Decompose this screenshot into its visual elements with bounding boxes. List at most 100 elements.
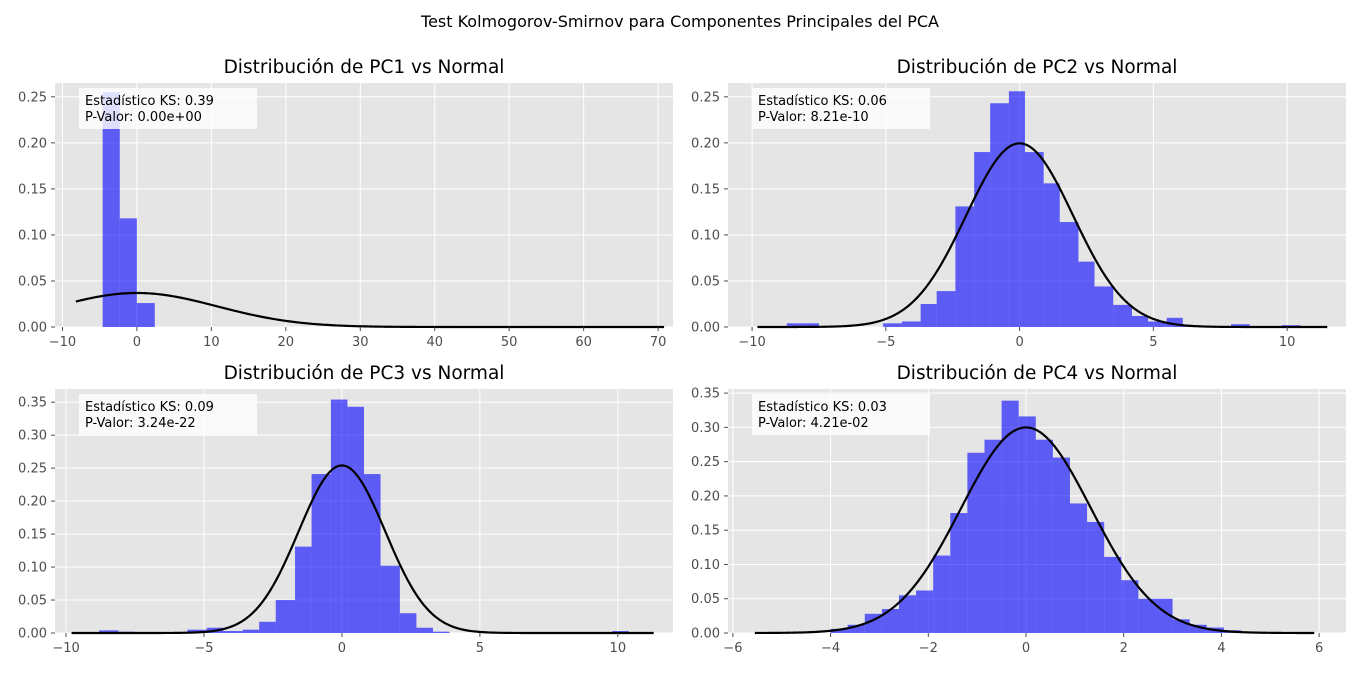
y-tick-label: 0.05 — [18, 274, 47, 289]
subplot-pc2: −10 −5 0 5 10 0.00 0.05 0.10 0.15 0.20 0.25 Distrib… — [691, 57, 1346, 350]
x-tick-label: −6 — [723, 641, 742, 656]
y-tick-label: 0.35 — [691, 387, 720, 402]
x-tick-label: 20 — [278, 335, 295, 350]
y-tick-label: 0.30 — [18, 429, 47, 444]
histogram-bar — [1059, 222, 1079, 327]
normal-curve — [71, 464, 654, 635]
y-tick-label: 0.20 — [18, 495, 47, 510]
histogram-bar — [380, 565, 400, 633]
histogram-bar — [990, 103, 1009, 327]
x-tick-label: 6 — [1315, 641, 1323, 656]
histogram-bar — [847, 624, 865, 633]
histogram-bar — [1008, 91, 1025, 327]
x-tick-label: 10 — [203, 335, 220, 350]
histogram-bar — [1001, 400, 1019, 633]
subplot-title: Distribución de PC1 vs Normal — [224, 57, 505, 78]
subplot-title: Distribución de PC3 vs Normal — [224, 363, 505, 384]
x-tick-label: 10 — [1279, 335, 1296, 350]
ks-statistic-label: Estadístico KS: 0.03 — [758, 400, 887, 415]
histogram-bar — [883, 323, 902, 327]
ks-statistic-label: Estadístico KS: 0.39 — [85, 94, 214, 109]
p-value-label: P-Valor: 8.21e-10 — [758, 110, 869, 125]
histogram-bar — [432, 631, 450, 633]
ks-statistic-label: Estadístico KS: 0.09 — [85, 400, 214, 415]
x-tick-label: −4 — [821, 641, 840, 656]
histogram-bar — [242, 629, 260, 633]
normal-curve — [757, 142, 1328, 329]
histogram-bar — [920, 303, 937, 327]
histogram-bar — [1189, 624, 1207, 633]
y-tick-label: 0.00 — [691, 627, 720, 642]
histogram-bar — [102, 92, 120, 327]
y-tick-label: 0.10 — [18, 561, 47, 576]
ks-annotation-box — [752, 394, 930, 435]
y-tick-label: 0.00 — [18, 321, 47, 336]
histogram-bar — [347, 406, 364, 633]
histogram-bar — [830, 628, 848, 633]
y-tick-label: 0.15 — [691, 182, 720, 197]
subplot-pc1: −10 0 10 20 30 40 50 60 70 0.00 0.05 0.10 0.15 0.20 0.… — [18, 57, 673, 350]
ks-annotation-box — [752, 88, 930, 129]
histogram-bar — [1113, 304, 1132, 327]
histogram-bar — [1043, 183, 1060, 327]
x-tick-label: −5 — [876, 335, 895, 350]
histogram-bar — [881, 609, 899, 633]
p-value-label: P-Valor: 0.00e+00 — [85, 110, 202, 125]
histogram-bar — [1104, 556, 1122, 633]
ks-annotation-box — [79, 394, 257, 435]
x-tick-label: −10 — [49, 335, 76, 350]
histogram-bar — [330, 399, 348, 633]
y-tick-label: 0.10 — [18, 228, 47, 243]
histogram-bar — [901, 321, 921, 327]
x-tick-label: 70 — [650, 335, 667, 350]
histogram-bar — [1138, 598, 1156, 633]
p-value-label: P-Valor: 3.24e-22 — [85, 416, 196, 431]
histogram-bar — [136, 303, 155, 327]
histogram-bar — [1094, 286, 1114, 327]
histogram-bar — [933, 555, 951, 633]
y-tick-label: 0.10 — [691, 228, 720, 243]
y-tick-label: 0.25 — [18, 462, 47, 477]
x-tick-label: 60 — [575, 335, 592, 350]
subplot-title: Distribución de PC2 vs Normal — [897, 57, 1178, 78]
x-tick-label: −2 — [919, 641, 938, 656]
x-tick-label: 5 — [1149, 335, 1157, 350]
histogram-bar — [399, 613, 417, 633]
subplot-title: Distribución de PC4 vs Normal — [897, 363, 1178, 384]
histogram-bar — [786, 323, 819, 327]
y-tick-label: 0.10 — [691, 558, 720, 573]
histogram-bar — [950, 513, 968, 633]
y-tick-label: 0.00 — [691, 321, 720, 336]
ks-statistic-label: Estadístico KS: 0.06 — [758, 94, 887, 109]
x-tick-label: 40 — [426, 335, 443, 350]
y-tick-label: 0.15 — [18, 528, 47, 543]
histogram-bar — [967, 452, 985, 633]
histogram-bar — [416, 627, 433, 633]
x-tick-label: 0 — [133, 335, 141, 350]
histogram-bar — [1087, 521, 1105, 633]
histogram-bar — [936, 291, 956, 327]
y-tick-label: 0.15 — [691, 524, 720, 539]
x-tick-label: 50 — [501, 335, 518, 350]
subplot-pc3: −10 −5 0 5 10 0.00 0.05 0.10 0.15 0.20 0.25 0.30 0.3… — [18, 363, 673, 656]
x-tick-label: −10 — [738, 335, 765, 350]
y-tick-label: 0.20 — [691, 489, 720, 504]
histogram-bar — [275, 600, 296, 633]
y-tick-label: 0.20 — [691, 136, 720, 151]
y-tick-label: 0.20 — [18, 136, 47, 151]
x-tick-label: 0 — [1015, 335, 1023, 350]
histogram-bar — [99, 630, 119, 633]
figure-title: Test Kolmogorov-Smirnov para Componentes… — [421, 12, 939, 31]
histogram-bar — [1018, 416, 1036, 633]
normal-curve — [75, 291, 665, 329]
ks-annotation-box — [79, 88, 257, 129]
y-tick-label: 0.35 — [18, 396, 47, 411]
subplot-pc4: −6 −4 −2 0 2 4 6 0.00 0.05 0.10 0.15 0.20 0.25 0.30 0.… — [691, 363, 1346, 656]
histogram-bar — [916, 590, 934, 633]
y-tick-label: 0.25 — [691, 90, 720, 105]
histogram-bar — [1052, 457, 1070, 633]
x-tick-label: 30 — [352, 335, 369, 350]
y-tick-label: 0.05 — [691, 592, 720, 607]
x-tick-label: 4 — [1217, 641, 1225, 656]
